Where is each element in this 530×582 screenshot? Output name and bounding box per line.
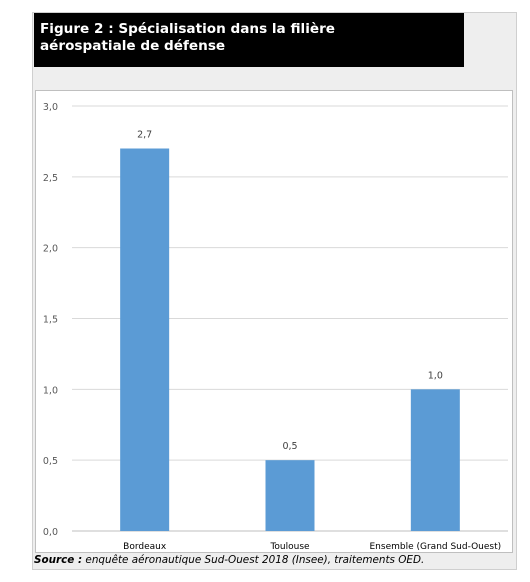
y-tick-label: 2,0: [43, 244, 58, 255]
bar: [265, 460, 315, 531]
y-tick-label: 3,0: [43, 102, 58, 113]
figure-title-line-2: aérospatiale de défense: [40, 38, 226, 54]
y-tick-label: 1,5: [43, 315, 58, 326]
y-tick-label: 2,5: [43, 173, 58, 184]
source-note: Source : enquête aéronautique Sud-Ouest …: [34, 554, 524, 566]
bar: [120, 148, 170, 531]
y-tick-label: 0,5: [43, 456, 58, 467]
source-text: enquête aéronautique Sud-Ouest 2018 (Ins…: [82, 554, 425, 566]
figure-title-line-1: Figure 2 : Spécialisation dans la filièr…: [40, 21, 336, 37]
x-tick-label: Toulouse: [269, 542, 310, 552]
bar: [410, 389, 460, 531]
source-label: Source :: [34, 554, 83, 566]
data-label: 2,7: [137, 130, 152, 141]
y-tick-label: 0,0: [43, 527, 58, 538]
y-tick-label: 1,0: [43, 385, 58, 396]
x-tick-label: Bordeaux: [123, 542, 167, 552]
data-label: 0,5: [282, 441, 297, 452]
x-tick-label: Ensemble (Grand Sud-Ouest): [370, 542, 502, 552]
data-label: 1,0: [428, 370, 443, 381]
figure-title: Figure 2 : Spécialisation dans la filièr…: [34, 13, 464, 67]
